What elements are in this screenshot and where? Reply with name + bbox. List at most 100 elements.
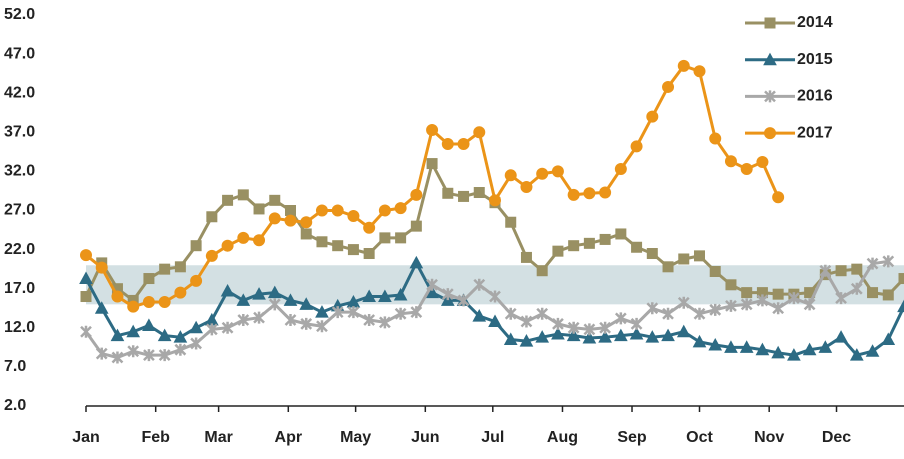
marker (379, 316, 391, 329)
marker (678, 253, 690, 265)
marker (662, 80, 675, 93)
marker (441, 138, 454, 151)
marker (646, 302, 659, 315)
marker (568, 240, 580, 252)
marker (552, 245, 564, 257)
marker (331, 306, 344, 319)
marker (488, 314, 502, 328)
marker (300, 228, 312, 240)
marker (237, 231, 250, 244)
marker (504, 307, 517, 320)
marker (253, 311, 265, 324)
marker (583, 323, 596, 336)
marker (126, 324, 141, 338)
marker (472, 309, 487, 322)
marker (818, 340, 833, 353)
x-tick-label: Jan (72, 429, 100, 446)
marker (473, 278, 486, 291)
marker (315, 305, 329, 318)
marker (708, 337, 723, 351)
marker (253, 203, 265, 215)
marker (725, 299, 737, 312)
marker (551, 165, 564, 178)
marker (395, 232, 407, 244)
marker (111, 290, 124, 303)
y-tick-label: 27.0 (4, 202, 35, 219)
marker (630, 317, 643, 330)
marker (79, 271, 93, 285)
marker (756, 156, 769, 169)
y-tick-label: 7.0 (4, 358, 26, 375)
marker (426, 158, 438, 170)
marker (205, 323, 218, 336)
marker (756, 294, 769, 307)
series-line (84, 259, 889, 360)
x-tick-label: Sep (617, 429, 647, 446)
marker (316, 236, 328, 248)
marker (222, 194, 234, 206)
x-tick-label: Apr (275, 429, 303, 446)
marker (80, 249, 92, 262)
marker (693, 65, 706, 78)
marker (268, 298, 281, 311)
marker (80, 291, 92, 303)
marker (174, 343, 187, 356)
legend-label: 2017 (797, 124, 833, 141)
marker (267, 285, 282, 299)
y-tick-label: 42.0 (4, 84, 35, 101)
marker (835, 265, 847, 277)
marker (536, 167, 549, 180)
marker (772, 302, 785, 315)
marker (347, 244, 359, 256)
marker (676, 324, 691, 338)
marker (442, 187, 454, 199)
y-tick-label: 17.0 (4, 280, 35, 297)
marker (882, 289, 894, 301)
x-tick-label: Jul (481, 429, 504, 446)
marker (692, 334, 707, 348)
marker (489, 194, 501, 207)
marker (598, 330, 612, 343)
marker (771, 345, 785, 359)
marker (582, 330, 597, 344)
marker (220, 284, 235, 297)
marker (157, 328, 172, 342)
marker (300, 216, 313, 229)
marker (867, 287, 879, 299)
marker (393, 287, 408, 301)
marker (629, 327, 644, 340)
marker (80, 325, 92, 338)
legend-marker (764, 90, 776, 103)
marker (503, 332, 518, 346)
marker (536, 265, 548, 277)
marker (347, 209, 360, 222)
marker (819, 264, 832, 277)
legend-label: 2016 (797, 88, 833, 105)
marker (566, 328, 581, 342)
x-tick-label: Jun (411, 429, 439, 446)
legend-marker (764, 127, 776, 140)
marker (850, 282, 863, 295)
marker (378, 204, 391, 217)
marker (268, 212, 281, 225)
marker (614, 312, 627, 325)
marker (300, 317, 313, 330)
marker (190, 240, 202, 252)
marker (331, 204, 344, 217)
marker (458, 190, 470, 202)
x-tick-label: May (340, 429, 371, 446)
marker (127, 345, 140, 358)
marker (552, 317, 564, 330)
marker (95, 261, 108, 274)
marker (772, 191, 785, 204)
marker (739, 340, 754, 353)
marker (866, 257, 879, 270)
marker (677, 296, 690, 309)
marker (315, 204, 328, 217)
marker (631, 241, 643, 253)
marker (489, 290, 501, 303)
marker (110, 328, 125, 342)
x-tick-label: Oct (686, 429, 713, 446)
marker (410, 220, 422, 232)
